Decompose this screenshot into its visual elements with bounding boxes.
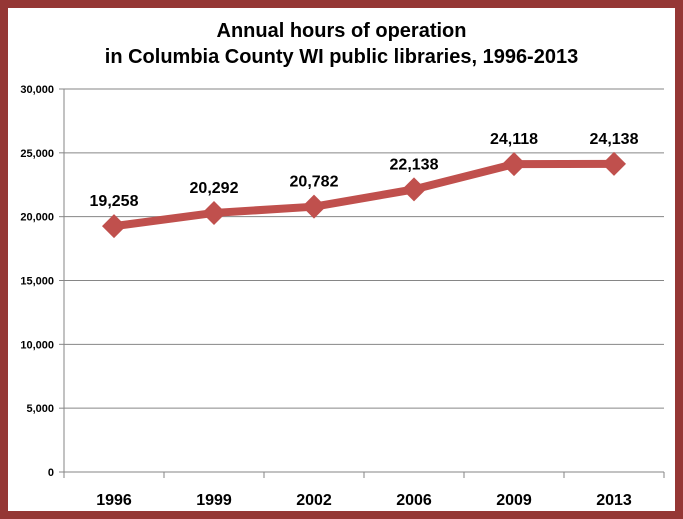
- title-line-1: Annual hours of operation: [216, 20, 467, 42]
- y-tick-label: 25,000: [20, 148, 54, 160]
- x-tick-label: 2013: [596, 492, 632, 509]
- data-point-marker: [202, 200, 226, 225]
- data-label: 24,118: [490, 131, 538, 148]
- data-label: 20,782: [290, 174, 339, 191]
- x-tick-label: 1999: [196, 492, 232, 509]
- data-label: 22,138: [390, 156, 439, 173]
- series-line: [113, 159, 615, 231]
- data-label: 24,138: [590, 131, 639, 148]
- data-point-marker: [402, 177, 426, 202]
- y-tick-label: 15,000: [20, 276, 54, 288]
- y-tick-label: 10,000: [20, 339, 54, 351]
- data-label: 20,292: [190, 180, 239, 197]
- x-tick-label: 2002: [296, 492, 332, 509]
- title-line-2: in Columbia County WI public libraries, …: [104, 46, 579, 68]
- x-tick-label: 2009: [496, 492, 532, 509]
- y-tick-label: 20,000: [20, 212, 54, 224]
- data-point-marker: [102, 214, 126, 239]
- x-tick-label: 1996: [96, 492, 132, 509]
- x-tick-label: 2006: [396, 492, 432, 509]
- y-tick-label: 30,000: [20, 84, 54, 96]
- data-point-marker: [502, 152, 526, 177]
- data-point-marker: [602, 151, 626, 176]
- chart-title: Annual hours of operation in Columbia Co…: [8, 18, 675, 70]
- data-label: 19,258: [90, 193, 139, 210]
- y-tick-label: 0: [48, 467, 54, 479]
- data-point-marker: [302, 194, 326, 219]
- y-tick-label: 5,000: [26, 403, 54, 415]
